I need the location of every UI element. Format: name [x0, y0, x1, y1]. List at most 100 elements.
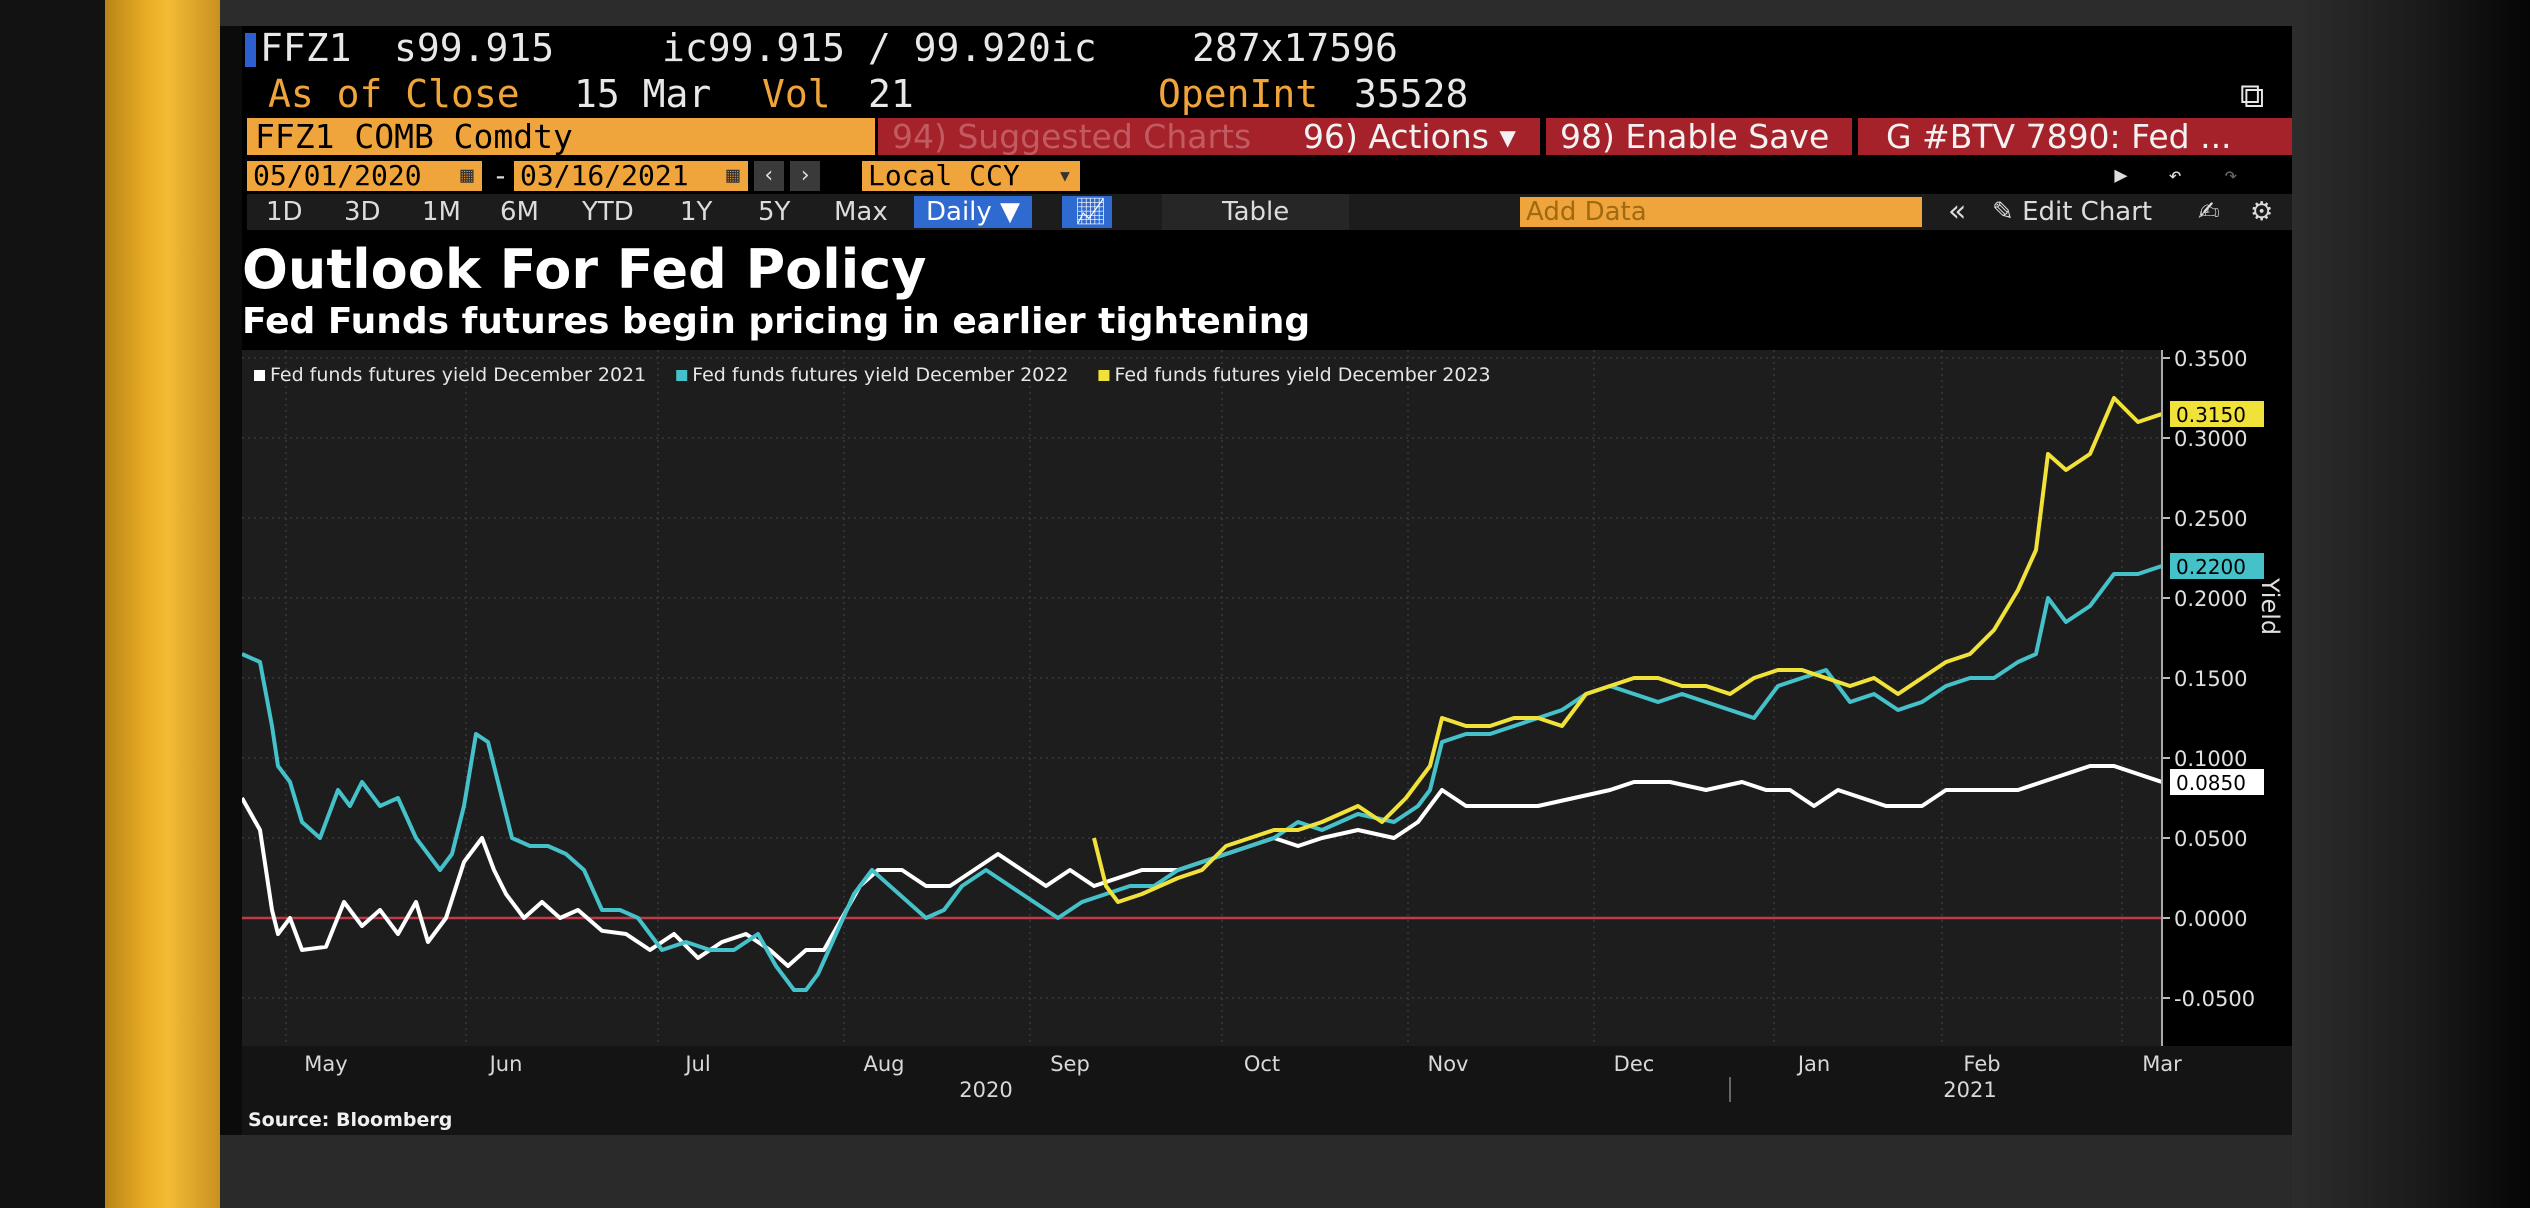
period-5y[interactable]: 5Y — [758, 197, 791, 227]
vol-label: Vol — [762, 72, 831, 116]
y-axis-label: Yield — [2256, 577, 2284, 635]
period-1y[interactable]: 1Y — [680, 197, 713, 227]
openint-label: OpenInt — [1158, 72, 1319, 116]
x-tick-label: Nov — [1428, 1052, 1469, 1076]
x-tick-label: Sep — [1050, 1052, 1090, 1076]
annotate-icon[interactable]: ✍ — [2198, 197, 2220, 227]
chevron-down-icon[interactable]: ▼ — [1050, 161, 1080, 191]
toolbar: 1D 3D 1M 6M YTD 1Y 5Y Max Daily ▼ 📈︎ Tab… — [242, 194, 2292, 230]
series-lines — [242, 396, 2163, 992]
asof-label: As of Close — [268, 72, 520, 116]
security-field[interactable]: FFZ1 COMB Comdty — [247, 118, 875, 155]
table-button[interactable]: Table — [1162, 194, 1350, 230]
last-value-label: 0.3150 — [2176, 403, 2246, 427]
pencil-icon: ✎ — [1992, 197, 2023, 227]
legend-entry: Fed funds futures yield December 2022 — [692, 364, 1068, 386]
last-value-badge — [2170, 553, 2264, 579]
y-tick-label: -0.0500 — [2174, 987, 2255, 1011]
enable-save-button[interactable]: 98) Enable Save — [1546, 118, 1852, 155]
x-tick-label: Oct — [1244, 1052, 1280, 1076]
gridlines — [242, 350, 2162, 1046]
line-chart-icon[interactable]: 📈︎ — [1062, 196, 1112, 228]
series-line — [1092, 396, 2163, 904]
x-tick-label: May — [304, 1052, 347, 1076]
gear-icon[interactable]: ⚙ — [2250, 197, 2274, 227]
period-ytd[interactable]: YTD — [582, 197, 634, 227]
axes: 0.3500 0.3000 0.2500 0.2000 0.1500 0.1000 0.05… — [248, 350, 2284, 1131]
add-data-input[interactable]: Add Data — [1520, 197, 1922, 227]
ticker-code: FFZ1 — [260, 26, 352, 70]
period-1d[interactable]: 1D — [266, 197, 303, 227]
y-tick-label: 0.2000 — [2174, 587, 2247, 611]
collapse-icon[interactable]: « — [1948, 194, 1967, 229]
legend-swatch — [676, 370, 688, 381]
period-max[interactable]: Max — [834, 197, 888, 227]
y-tick-label: 0.2500 — [2174, 507, 2247, 531]
video-frame-top — [220, 0, 2292, 26]
btv-button[interactable]: G #BTV 7890: Fed ... — [1858, 118, 2292, 155]
y-tick-label: 0.3000 — [2174, 427, 2247, 451]
x-tick-label: Dec — [1614, 1052, 1655, 1076]
redo-icon[interactable]: ↷ — [2216, 161, 2246, 191]
y-tick-label: 0.0000 — [2174, 907, 2247, 931]
series-line — [242, 564, 2163, 992]
play-icon[interactable]: ▶ — [2106, 161, 2136, 191]
x-year-label: 2020 — [959, 1078, 1012, 1102]
x-tick-label: Aug — [863, 1052, 904, 1076]
next-period-icon[interactable]: › — [790, 161, 820, 191]
legend-swatch — [1098, 370, 1110, 381]
bid-ask-size: 287x17596 — [1192, 26, 1398, 70]
end-date-input[interactable]: 03/16/2021 — [514, 161, 746, 191]
y-tick-label: 0.3500 — [2174, 350, 2247, 371]
bid-ask: ic99.915 / 99.920ic — [662, 26, 1097, 70]
last-value-badge — [2170, 769, 2264, 795]
input-cursor — [245, 33, 256, 67]
openint-value: 35528 — [1354, 72, 1469, 116]
edit-chart-label: Edit Chart — [2022, 197, 2153, 227]
last-value-label: 0.2200 — [2176, 555, 2246, 579]
calendar-icon[interactable]: ▦ — [452, 161, 482, 191]
settle-price: s99.915 — [394, 26, 555, 70]
period-6m[interactable]: 6M — [500, 197, 539, 227]
quote-line: FFZ1 s99.915 ic99.915 / 99.920ic 287x175… — [242, 26, 2292, 72]
actions-button[interactable]: 96) Actions ▾ — [1289, 118, 1540, 155]
video-frame-bottom — [220, 1135, 2292, 1208]
prev-period-icon[interactable]: ‹ — [754, 161, 784, 191]
video-frame-right — [2292, 0, 2530, 1208]
y-tick-label: 0.1500 — [2174, 667, 2247, 691]
x-axis-area — [242, 1046, 2292, 1135]
legend-entry: Fed funds futures yield December 2021 — [270, 364, 646, 386]
background-gold-bar — [105, 0, 220, 1208]
x-tick-label: Mar — [2142, 1052, 2182, 1076]
start-date-input[interactable]: 05/01/2020 — [247, 161, 479, 191]
plot-area — [242, 350, 2162, 1046]
asof-date: 15 Mar — [574, 72, 712, 116]
x-year-label: 2021 — [1943, 1078, 1996, 1102]
bloomberg-terminal-screen: FFZ1 s99.915 ic99.915 / 99.920ic 287x175… — [242, 26, 2292, 1135]
calendar-icon[interactable]: ▦ — [718, 161, 748, 191]
vol-value: 21 — [868, 72, 914, 116]
x-tick-label: Jul — [683, 1052, 710, 1076]
last-value-badge — [2170, 401, 2264, 427]
video-frame-left — [0, 0, 105, 1208]
legend-entry: Fed funds futures yield December 2023 — [1114, 364, 1490, 386]
command-bar: FFZ1 COMB Comdty 94) Suggested Charts 96… — [242, 116, 2292, 158]
x-tick-label: Jun — [488, 1052, 523, 1076]
y-tick-label: 0.0500 — [2174, 827, 2247, 851]
y-tick-label: 0.1000 — [2174, 747, 2247, 771]
chart-title: Outlook For Fed Policy — [242, 238, 927, 301]
frequency-select[interactable]: Daily ▼ — [914, 196, 1033, 228]
undo-icon[interactable]: ↶ — [2160, 161, 2190, 191]
legend-swatch — [254, 370, 265, 381]
date-range-bar: 05/01/2020 ▦ - 03/16/2021 ▦ ‹ › Local CC… — [242, 159, 2292, 193]
last-value-label: 0.0850 — [2176, 771, 2246, 795]
x-tick-label: Feb — [1963, 1052, 2000, 1076]
line-chart: Fed funds futures yield December 2021 Fed… — [242, 350, 2292, 1135]
currency-select[interactable]: Local CCY — [862, 161, 1076, 191]
period-1m[interactable]: 1M — [422, 197, 461, 227]
asof-line: As of Close 15 Mar Vol 21 OpenInt 35528 … — [242, 72, 2292, 116]
x-tick-label: Jan — [1796, 1052, 1830, 1076]
period-3d[interactable]: 3D — [344, 197, 381, 227]
popout-icon[interactable]: ⧉ — [2240, 76, 2265, 116]
edit-chart-button[interactable]: ✎ Edit Chart — [1992, 194, 2152, 230]
